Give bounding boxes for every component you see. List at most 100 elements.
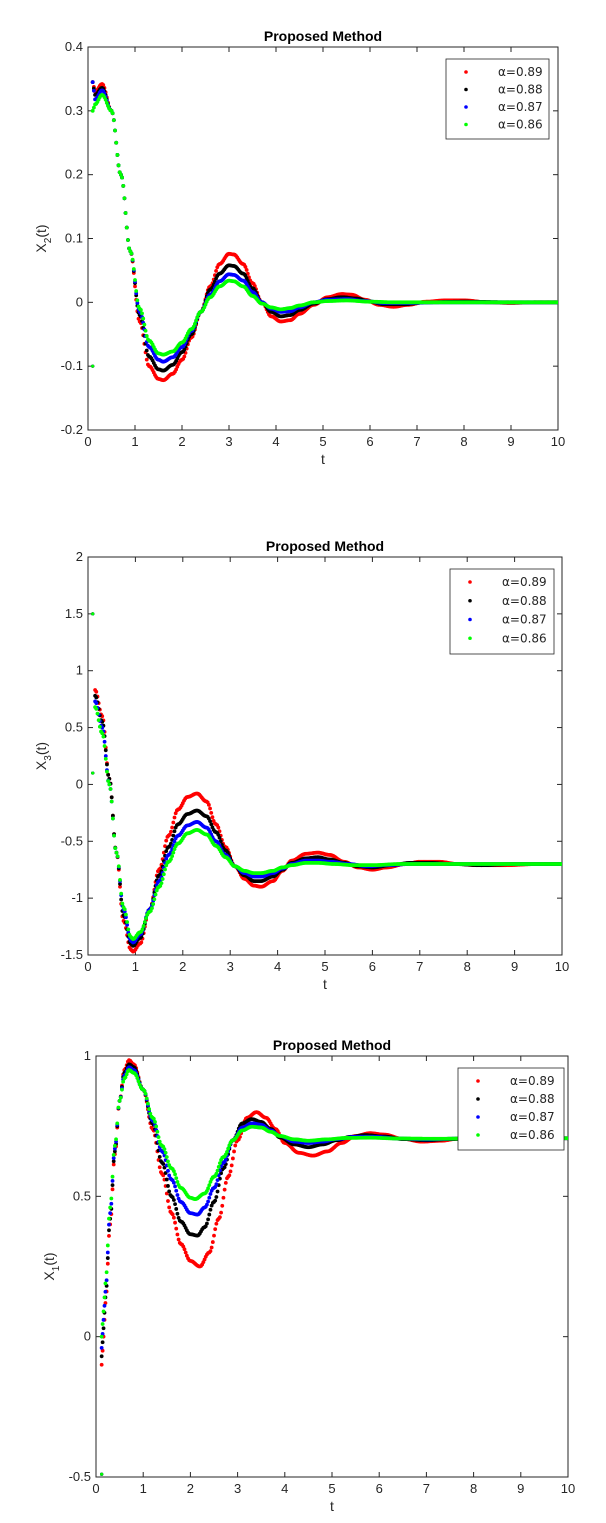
data-point [163,1150,168,1155]
data-point [566,1136,568,1141]
data-point [105,1256,110,1260]
y-axis-label-tail: (t) [41,1252,57,1265]
data-point [164,849,169,854]
data-point [171,1215,176,1220]
data-point [225,1149,229,1154]
data-point [103,748,108,753]
y-tick-label: -1 [71,890,83,905]
data-point [113,846,118,850]
data-point [213,1198,218,1203]
data-point [105,769,109,774]
data-point [103,97,108,102]
y-axis-label-main: X [41,1271,57,1281]
data-point [135,298,140,303]
data-point [206,802,211,807]
x-tick-label: 3 [227,959,234,974]
legend-marker [468,598,472,603]
data-point [134,289,139,293]
y-axis-label: X2(t) [33,224,54,252]
data-point [173,811,178,816]
data-point [141,924,146,928]
data-point [228,1169,233,1174]
legend-entry-label: α=0.87 [502,613,547,627]
y-tick-label: 0 [76,294,83,309]
data-point [170,825,175,830]
data-point [142,1088,147,1093]
data-point [110,1183,115,1188]
x-tick-label: 8 [470,1481,477,1496]
data-point [95,711,100,716]
x-tick-label: 4 [274,959,281,974]
data-point [94,689,99,694]
x-tick-label: 1 [140,1481,147,1496]
data-point [105,1261,110,1266]
x-tick-label: 1 [131,434,138,449]
data-point [157,1139,162,1144]
data-point [112,1146,117,1151]
legend-alpha-symbol: α [498,83,506,97]
legend-marker [468,580,472,584]
data-point [173,1184,177,1189]
data-point [100,1340,105,1345]
data-point [126,927,131,932]
data-point [172,829,177,834]
y-tick-label: 0.4 [65,39,83,54]
data-point [94,701,99,706]
data-point [193,321,197,326]
legend-alpha-symbol: α [498,100,506,114]
x-tick-label: 9 [507,434,514,449]
data-point [90,80,95,85]
data-point [208,819,212,824]
data-point [150,906,154,911]
data-point [157,1155,162,1159]
legend-entry-label: α=0.89 [502,575,547,589]
legend-alpha-symbol: α [498,118,506,132]
data-point [94,695,99,700]
y-tick-label: -0.5 [69,1469,91,1484]
data-point [120,175,124,180]
data-point [122,907,127,912]
data-point [162,1147,167,1151]
data-point [153,892,158,897]
data-point [126,238,130,242]
data-point [118,882,122,886]
x-tick-label: 5 [321,959,328,974]
data-point [556,300,558,305]
legend-entry-value: =0.89 [506,65,543,79]
data-point [144,348,149,353]
data-point-outlier [91,612,95,616]
data-point [113,128,117,133]
data-point [171,1198,176,1202]
data-point [144,916,148,921]
data-point [223,1180,228,1185]
y-tick-label: 1.5 [65,606,83,621]
data-point [111,1159,116,1164]
y-tick-label: 0.5 [65,720,83,735]
data-point [103,1289,108,1294]
data-point [175,1232,180,1237]
data-point [123,211,128,215]
data-point [167,1173,172,1178]
data-point [111,1162,116,1167]
x-tick-label: 3 [225,434,232,449]
legend: α=0.89α=0.88α=0.87α=0.86 [445,58,550,140]
data-point [102,1303,107,1308]
data-point [135,1076,140,1080]
legend-box [449,568,555,655]
data-point [232,1149,236,1154]
data-point [116,163,121,168]
y-axis-label-main: X [33,760,49,770]
legend-marker [464,122,468,127]
data-point [109,1196,114,1201]
data-point [103,754,108,758]
data-point [125,920,129,924]
data-point [560,862,562,866]
y-tick-label: 2 [76,549,83,564]
legend-entry-value: =0.88 [506,83,543,97]
data-point [213,1227,218,1232]
data-point [226,1146,231,1151]
data-point [111,118,116,123]
data-point [205,1221,209,1226]
series-4 [91,612,562,941]
